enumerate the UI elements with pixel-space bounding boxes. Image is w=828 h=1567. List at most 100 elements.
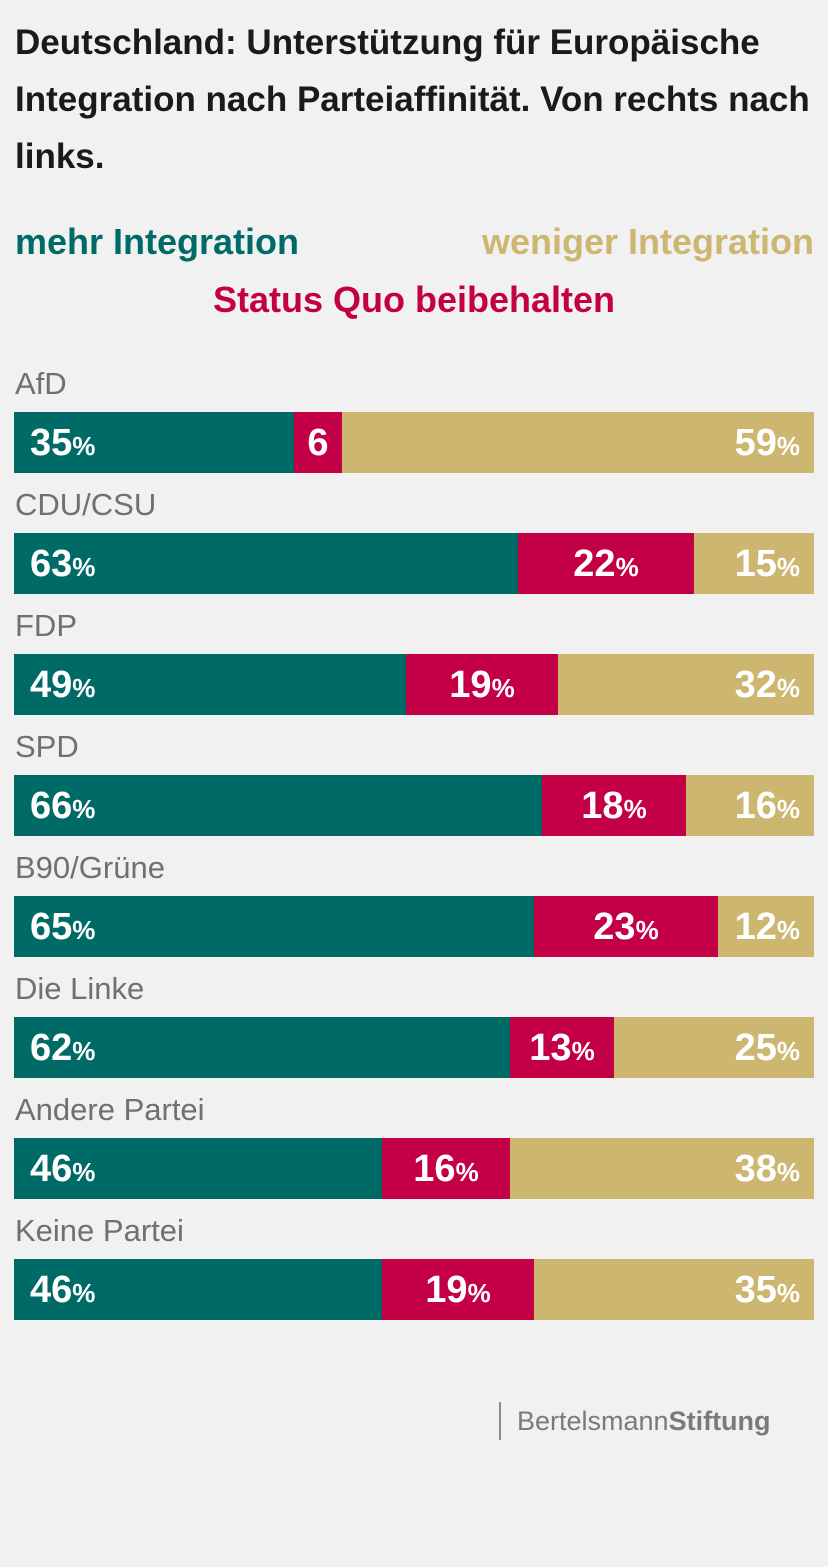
data-label: 18: [581, 784, 624, 827]
brand-name-part1: Bertelsmann: [517, 1406, 669, 1436]
stacked-bar: 62% 13% 25%: [14, 1017, 814, 1078]
percent-sign: %: [623, 793, 647, 824]
bar-row: Die Linke 62% 13% 25%: [14, 967, 814, 1088]
stacked-bar: 63% 22% 15%: [14, 533, 814, 594]
data-label: 66: [30, 784, 73, 827]
data-label: 12: [734, 905, 777, 948]
bar-segment-mehr: 65%: [14, 896, 534, 957]
percent-sign: %: [72, 793, 96, 824]
bar-segment-mehr: 63%: [14, 533, 518, 594]
percent-sign: %: [467, 1277, 491, 1308]
percent-sign: %: [72, 551, 96, 582]
brand-name-part2: Stiftung: [668, 1406, 771, 1436]
bar-segment-weniger: 59%: [342, 412, 814, 473]
percent-sign: %: [571, 1035, 595, 1066]
category-label: Keine Partei: [15, 1213, 184, 1248]
bar-row: AfD 35% 6 59%: [14, 362, 814, 483]
bar-segment-status-quo: 23%: [534, 896, 718, 957]
bar-segment-weniger: 35%: [534, 1259, 814, 1320]
percent-sign: %: [72, 1035, 96, 1066]
bar-segment-mehr: 49%: [14, 654, 406, 715]
stacked-bar: 35% 6 59%: [14, 412, 814, 473]
category-label: FDP: [15, 608, 77, 643]
stacked-bar: 49% 19% 32%: [14, 654, 814, 715]
stacked-bar: 66% 18% 16%: [14, 775, 814, 836]
percent-sign: %: [615, 551, 639, 582]
data-label: 65: [30, 905, 73, 948]
data-label: 6: [307, 421, 329, 464]
bar-row: CDU/CSU 63% 22% 15%: [14, 483, 814, 604]
data-label: 62: [30, 1026, 73, 1069]
data-label: 38: [734, 1147, 777, 1190]
data-label: 32: [734, 663, 777, 706]
category-label: AfD: [15, 366, 67, 401]
bar-segment-mehr: 66%: [14, 775, 542, 836]
category-label: B90/Grüne: [15, 850, 165, 885]
percent-sign: %: [72, 1277, 96, 1308]
percent-sign: %: [776, 793, 800, 824]
category-label: Die Linke: [15, 971, 145, 1006]
stacked-bar: 65% 23% 12%: [14, 896, 814, 957]
data-label: 59: [734, 421, 777, 464]
data-label: 35: [734, 1268, 777, 1311]
percent-sign: %: [491, 672, 515, 703]
percent-sign: %: [72, 672, 96, 703]
legend-weniger-integration: weniger Integration: [481, 221, 814, 262]
bar-row: FDP 49% 19% 32%: [14, 604, 814, 725]
bar-segment-mehr: 46%: [14, 1259, 382, 1320]
percent-sign: %: [776, 1277, 800, 1308]
bar-row: SPD 66% 18% 16%: [14, 725, 814, 846]
stacked-bar: 46% 19% 35%: [14, 1259, 814, 1320]
bar-segment-mehr: 62%: [14, 1017, 510, 1078]
data-label: 19: [425, 1268, 468, 1311]
bar-segment-status-quo: 16%: [382, 1138, 510, 1199]
data-label: 15: [734, 542, 777, 585]
percent-sign: %: [72, 914, 96, 945]
percent-sign: %: [776, 1156, 800, 1187]
data-label: 13: [529, 1026, 572, 1069]
legend-status-quo: Status Quo beibehalten: [212, 279, 616, 320]
bar-segment-mehr: 35%: [14, 412, 294, 473]
category-label: SPD: [15, 729, 79, 764]
brand-logo: BertelsmannStiftung: [499, 1402, 771, 1440]
bar-segment-mehr: 46%: [14, 1138, 382, 1199]
bar-segment-weniger: 25%: [614, 1017, 814, 1078]
percent-sign: %: [635, 914, 659, 945]
data-label: 63: [30, 542, 73, 585]
bar-segment-status-quo: 13%: [510, 1017, 614, 1078]
data-label: 35: [30, 421, 73, 464]
stacked-bar: 46% 16% 38%: [14, 1138, 814, 1199]
percent-sign: %: [72, 1156, 96, 1187]
data-label: 25: [734, 1026, 777, 1069]
bar-segment-weniger: 38%: [510, 1138, 814, 1199]
percent-sign: %: [776, 914, 800, 945]
bar-row: Andere Partei 46% 16% 38%: [14, 1088, 814, 1209]
bar-row: Keine Partei 46% 19% 35%: [14, 1209, 814, 1330]
bar-row: B90/Grüne 65% 23% 12%: [14, 846, 814, 967]
category-label: Andere Partei: [15, 1092, 205, 1127]
data-label: 46: [30, 1147, 73, 1190]
percent-sign: %: [776, 430, 800, 461]
bar-segment-status-quo: 19%: [382, 1259, 534, 1320]
legend-mehr-integration: mehr Integration: [15, 221, 300, 262]
bar-segment-weniger: 32%: [558, 654, 814, 715]
percent-sign: %: [776, 1035, 800, 1066]
percent-sign: %: [72, 430, 96, 461]
category-label: CDU/CSU: [15, 487, 157, 522]
data-label: 49: [30, 663, 73, 706]
data-label: 16: [734, 784, 777, 827]
bar-segment-weniger: 16%: [686, 775, 814, 836]
percent-sign: %: [776, 672, 800, 703]
data-label: 46: [30, 1268, 73, 1311]
bar-segment-status-quo: 22%: [518, 533, 694, 594]
data-label: 19: [449, 663, 492, 706]
percent-sign: %: [776, 551, 800, 582]
data-label: 16: [413, 1147, 456, 1190]
chart-title: Deutschland: Unterstützung für Europäisc…: [15, 23, 810, 176]
data-label: 23: [593, 905, 636, 948]
data-label: 22: [573, 542, 616, 585]
bar-segment-status-quo: 6: [294, 412, 342, 473]
percent-sign: %: [455, 1156, 479, 1187]
bar-segment-status-quo: 18%: [542, 775, 686, 836]
chart-rows: AfD 35% 6 59% CDU/CSU 63% 22% 15% FDP 49% 19% 32% SP…: [14, 362, 814, 1330]
